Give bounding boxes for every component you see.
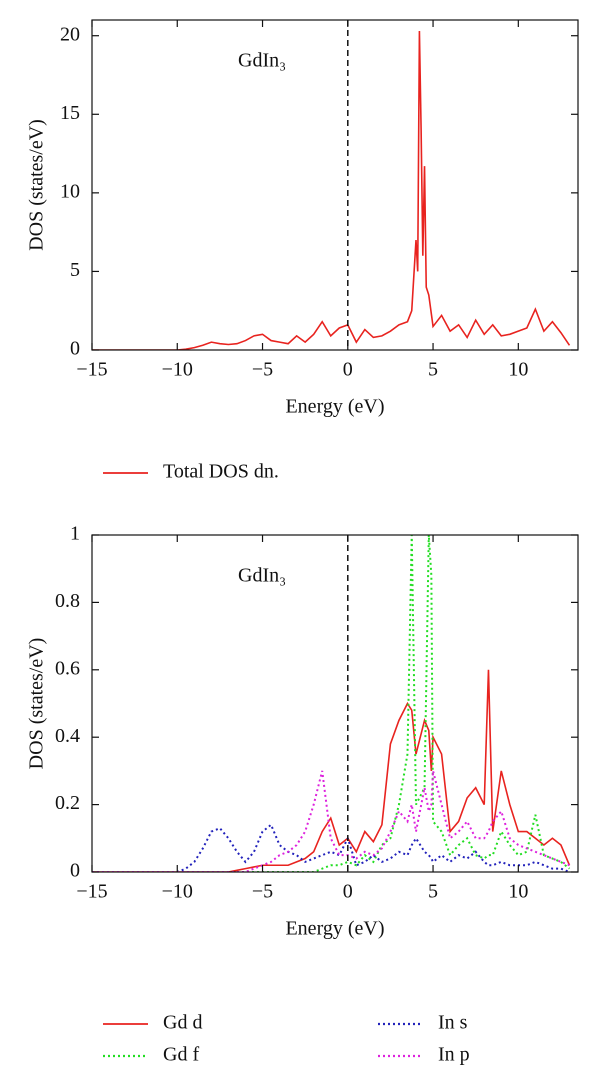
annotation: GdIn₃ [238, 50, 286, 72]
y-tick-label: 1 [70, 523, 80, 545]
y-tick-label: 0.2 [55, 792, 80, 814]
y-tick-label: 0.6 [55, 657, 80, 679]
legend-label: In p [438, 1044, 470, 1066]
chart-panel: −15 −10 −5 0 5 10 0 0.2 0.4 0.6 0.8 1 Energy (eV) DOS… [26, 523, 579, 1066]
series-line [92, 770, 570, 872]
y-tick-label: 20 [60, 23, 80, 45]
y-tick-label: 0 [70, 338, 80, 360]
x-axis-label: Energy (eV) [285, 396, 384, 418]
series-line [92, 669, 571, 872]
legend-label: Gd d [163, 1012, 202, 1034]
x-axis-label: Energy (eV) [285, 918, 384, 940]
chart-panel: −15 −10 −5 0 5 10 0 5 10 15 20 Energy (eV) DOS (stat… [26, 19, 579, 483]
x-tick-label: 10 [508, 359, 528, 381]
y-tick-label: 0 [70, 860, 80, 882]
y-tick-label: 0.4 [55, 725, 80, 747]
series-line [92, 535, 571, 872]
x-tick-label: −15 [76, 881, 107, 903]
y-tick-label: 15 [60, 102, 80, 124]
y-tick-label: 0.8 [55, 590, 80, 612]
x-tick-label: −5 [252, 359, 273, 381]
legend-label: In s [438, 1012, 468, 1034]
x-tick-label: 0 [343, 881, 353, 903]
annotation: GdIn₃ [238, 565, 286, 587]
legend-label: Total DOS dn. [163, 461, 279, 483]
x-tick-label: 5 [428, 881, 438, 903]
x-tick-label: −5 [252, 881, 273, 903]
x-tick-label: −10 [162, 881, 193, 903]
y-axis-label: DOS (states/eV) [26, 119, 48, 251]
x-tick-label: −15 [76, 359, 107, 381]
x-tick-label: −10 [162, 359, 193, 381]
series-line [92, 823, 570, 872]
y-tick-label: 5 [70, 259, 80, 281]
y-tick-label: 10 [60, 180, 80, 202]
y-axis-label: DOS (states/eV) [26, 638, 48, 770]
x-tick-label: 5 [428, 359, 438, 381]
x-tick-label: 0 [343, 359, 353, 381]
plot-frame [91, 19, 579, 351]
x-tick-label: 10 [508, 881, 528, 903]
series-line [92, 30, 571, 350]
plot-frame [91, 534, 579, 873]
legend-label: Gd f [163, 1044, 199, 1066]
